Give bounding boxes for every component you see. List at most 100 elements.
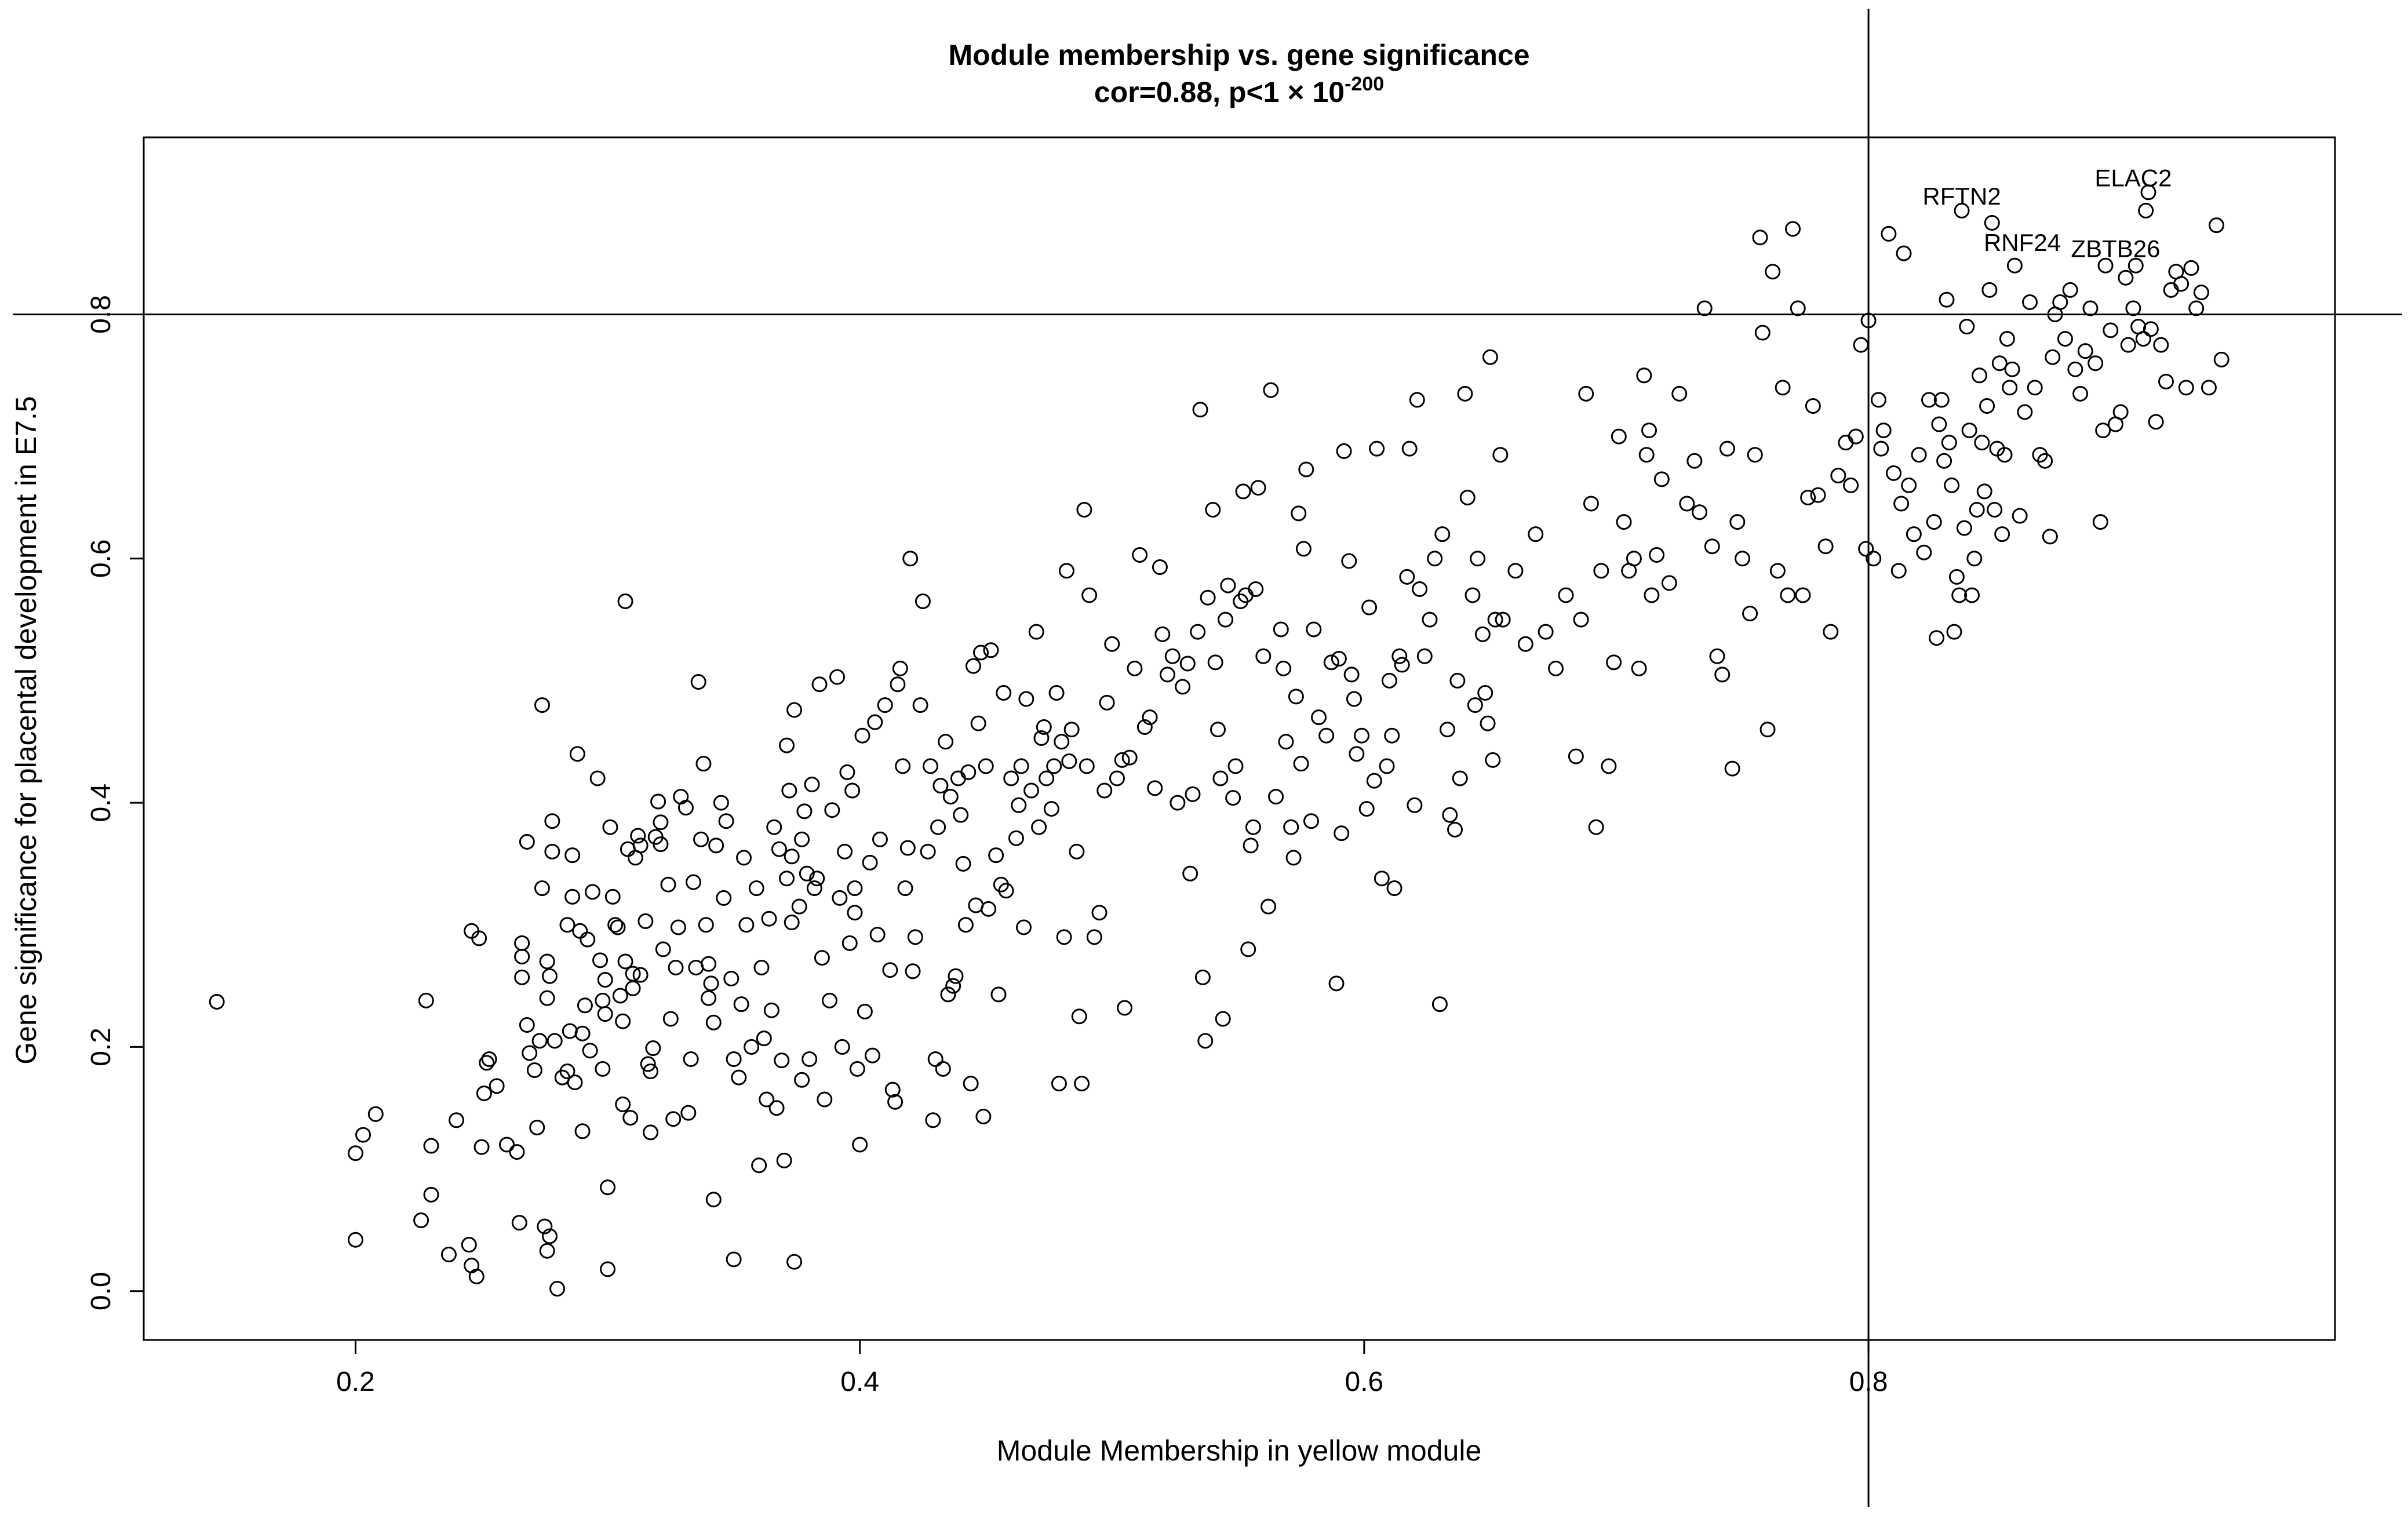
data-point	[965, 658, 981, 674]
data-point	[705, 1014, 722, 1030]
data-point	[799, 865, 815, 882]
data-point	[1114, 752, 1130, 768]
data-point	[920, 843, 936, 860]
data-point	[701, 990, 717, 1006]
data-point	[766, 819, 782, 835]
x-tick-label: 0.6	[1345, 1367, 1384, 1397]
data-point	[841, 935, 858, 951]
data-point	[872, 831, 888, 847]
data-point	[1780, 587, 1796, 603]
data-point	[726, 1051, 742, 1067]
data-point	[1890, 563, 1907, 579]
data-point	[1291, 505, 1307, 522]
data-point	[1626, 551, 1642, 567]
data-point	[1159, 667, 1175, 683]
data-point	[899, 840, 916, 856]
data-point	[1374, 871, 1390, 887]
data-point	[784, 848, 800, 865]
data-point	[759, 1091, 775, 1108]
data-point	[1638, 447, 1655, 463]
data-point	[1273, 621, 1289, 638]
data-point	[882, 962, 898, 978]
data-point	[897, 880, 913, 897]
data-point	[2045, 349, 2061, 365]
data-point	[449, 1112, 465, 1128]
data-point	[1714, 667, 1731, 683]
data-point	[526, 1062, 542, 1078]
data-point	[595, 992, 611, 1008]
data-point	[890, 676, 906, 693]
data-point	[607, 917, 624, 933]
gene-label-rnf24: RNF24	[1984, 229, 2061, 256]
data-point	[1212, 770, 1229, 786]
data-point	[522, 1045, 538, 1061]
data-point	[367, 1106, 384, 1122]
data-point	[1318, 727, 1335, 744]
data-point	[1843, 477, 1859, 493]
y-tick-label: 0.6	[86, 539, 116, 578]
data-point	[643, 1124, 659, 1141]
data-point	[948, 968, 964, 984]
data-point	[519, 1017, 535, 1033]
data-point	[1719, 440, 1735, 457]
data-point	[1976, 483, 1992, 500]
data-point	[1866, 551, 1882, 567]
data-point	[569, 746, 585, 762]
data-point	[1207, 654, 1223, 671]
data-point	[1008, 830, 1024, 846]
plot-frame	[143, 136, 2336, 1341]
data-point	[1036, 719, 1052, 735]
data-point	[1860, 312, 1877, 329]
data-point	[2042, 529, 2058, 545]
data-point	[864, 1047, 880, 1064]
data-point	[653, 814, 669, 831]
chart-subtitle: cor=0.88, p<1 × 10-200	[1094, 73, 1384, 108]
data-point	[1227, 758, 1244, 774]
chart-title: Module membership vs. gene significance	[948, 39, 1529, 71]
data-point	[1046, 758, 1062, 774]
data-point	[625, 980, 641, 996]
data-point	[1896, 245, 1912, 261]
x-axis-label: Module Membership in yellow module	[997, 1434, 1482, 1467]
data-point	[1817, 538, 1834, 555]
data-point	[1121, 749, 1138, 766]
gene-annotations: ELAC2 RFTN2 RNF24 ZBTB26	[1922, 164, 2172, 262]
data-point	[600, 1179, 616, 1196]
data-point	[2138, 202, 2154, 218]
data-point	[2118, 270, 2134, 286]
data-point	[567, 1075, 583, 1091]
data-point	[1959, 319, 1975, 335]
data-point	[1354, 727, 1370, 744]
data-point	[1366, 773, 1382, 789]
data-point	[413, 1212, 429, 1229]
data-point	[1056, 929, 1072, 945]
data-point	[1190, 624, 1206, 640]
data-point	[1058, 563, 1074, 579]
data-point	[531, 1033, 548, 1049]
data-point	[927, 1051, 943, 1067]
data-point	[1853, 337, 1869, 353]
data-point	[1611, 428, 1627, 445]
data-point	[1588, 819, 1604, 835]
data-point	[957, 917, 974, 933]
data-point	[1631, 660, 1647, 676]
data-point	[620, 841, 636, 857]
data-point	[1886, 465, 1902, 481]
data-point	[1028, 624, 1044, 640]
data-point	[1538, 624, 1554, 640]
data-point	[796, 803, 813, 820]
data-point	[1593, 563, 1609, 579]
data-point	[1939, 292, 1955, 308]
data-point	[1283, 819, 1299, 835]
data-point	[632, 967, 649, 983]
data-point	[895, 758, 911, 774]
data-point	[1261, 898, 1277, 915]
data-point	[577, 997, 593, 1014]
data-point	[1742, 606, 1758, 622]
data-point	[703, 975, 719, 992]
data-point	[1243, 837, 1259, 854]
data-point	[806, 880, 822, 897]
data-point	[731, 1069, 747, 1086]
data-point	[1465, 587, 1481, 603]
data-point	[768, 1100, 785, 1116]
